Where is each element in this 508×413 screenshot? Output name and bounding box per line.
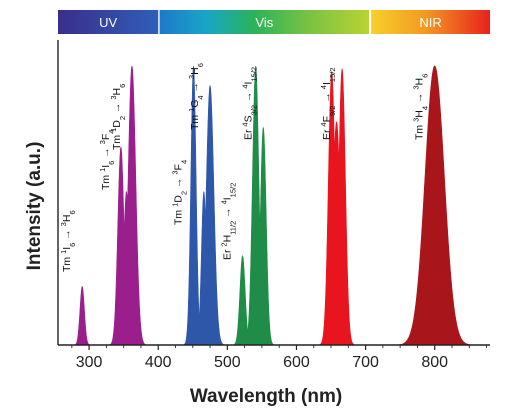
transition-label: Er 4F9/2 → 4I15/2 bbox=[319, 68, 337, 141]
series-1 bbox=[182, 65, 227, 346]
x-axis-title: Wavelength (nm) bbox=[190, 386, 342, 407]
x-tick-label-600: 600 bbox=[283, 354, 310, 371]
transition-label: Tm 3H4 → 3H6 bbox=[411, 74, 429, 140]
x-tick-label-400: 400 bbox=[145, 354, 172, 371]
y-axis-title: Intensity (a.u.) bbox=[24, 142, 45, 271]
band-nir bbox=[371, 10, 490, 34]
series-4 bbox=[395, 65, 474, 346]
x-tick-label-500: 500 bbox=[214, 354, 241, 371]
transition-label: Tm 1G4 → 3H6 bbox=[187, 63, 205, 130]
band-label-nir: NIR bbox=[419, 15, 441, 30]
transition-label: Tm 1I6 → 3F4 bbox=[97, 130, 115, 190]
band-vis bbox=[159, 10, 370, 34]
band-label-vis: Vis bbox=[255, 15, 273, 30]
spectral-band-bar: UV Vis NIR bbox=[58, 10, 490, 34]
band-uv bbox=[58, 10, 159, 34]
transition-label: Tm 1D2 → 3H6 bbox=[108, 84, 126, 150]
plot-axes bbox=[57, 40, 490, 346]
series-2 bbox=[231, 65, 276, 346]
transition-label: Tm 1D2 → 3F4 bbox=[170, 160, 188, 225]
band-label-uv: UV bbox=[99, 15, 117, 30]
transition-label: Er 4S3/2 → 4I15/2 bbox=[240, 67, 258, 140]
spectrum-series bbox=[72, 65, 474, 346]
transition-label: Er 2H11/2 → 4I15/2 bbox=[219, 183, 237, 260]
x-tick-label-700: 700 bbox=[352, 354, 379, 371]
x-tick-label-300: 300 bbox=[76, 354, 103, 371]
transition-label: Tm 1I6 → 3H6 bbox=[59, 210, 77, 272]
x-ticks: 300 400 500 600 700 800 bbox=[71, 345, 487, 371]
x-tick-label-800: 800 bbox=[421, 354, 448, 371]
series-3 bbox=[318, 68, 356, 346]
